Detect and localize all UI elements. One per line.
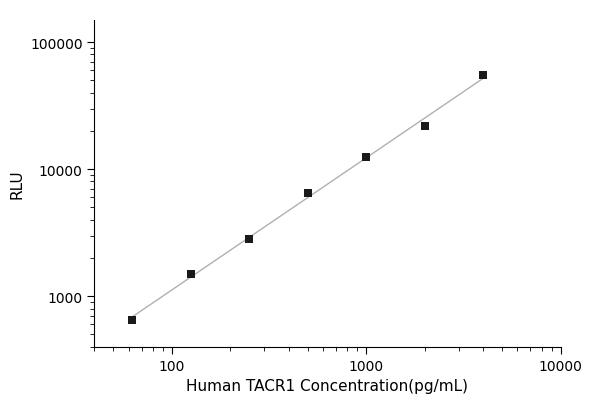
Point: [186, 271, 195, 278]
Point: [244, 237, 254, 243]
Point: [362, 154, 371, 161]
Point: [420, 123, 430, 130]
Point: [478, 73, 488, 79]
Y-axis label: RLU: RLU: [9, 169, 24, 199]
Point: [303, 190, 312, 197]
Point: [127, 317, 137, 323]
X-axis label: Human TACR1 Concentration(pg/mL): Human TACR1 Concentration(pg/mL): [186, 378, 468, 393]
